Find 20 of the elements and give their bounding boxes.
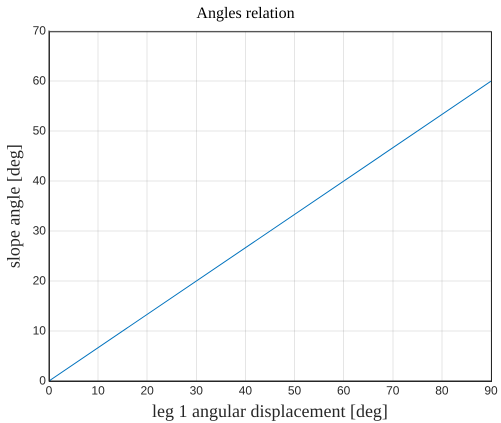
y-tick-label: 20 (32, 273, 46, 288)
chart-title: Angles relation (196, 4, 295, 22)
x-tick-label: 90 (484, 384, 498, 398)
x-tick-label: 60 (336, 384, 351, 398)
x-tick-label: 70 (386, 384, 400, 398)
y-tick-label: 40 (32, 173, 46, 188)
y-tick-label: 0 (39, 373, 46, 388)
y-tick-label: 50 (32, 123, 46, 138)
y-tick-label: 70 (32, 24, 46, 38)
y-axis-title: slope angle [deg] (4, 144, 24, 268)
y-tick-label: 30 (32, 223, 46, 238)
x-tick-label: 30 (190, 384, 204, 398)
x-tick-label: 40 (238, 384, 252, 398)
x-tick-label: 50 (288, 384, 302, 398)
y-tick-label: 60 (32, 73, 46, 88)
x-tick-label: 80 (435, 384, 449, 398)
x-axis-title: leg 1 angular displacement [deg] (152, 400, 388, 421)
y-tick-label: 10 (32, 323, 46, 338)
x-tick-label: 20 (140, 384, 154, 398)
x-tick-label: 10 (91, 384, 106, 398)
